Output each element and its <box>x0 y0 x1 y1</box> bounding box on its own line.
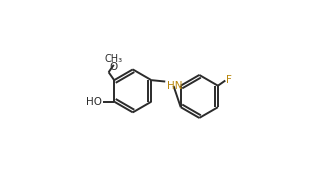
Text: F: F <box>226 75 232 85</box>
Text: HO: HO <box>87 97 102 107</box>
Text: HN: HN <box>167 81 182 91</box>
Text: O: O <box>109 62 117 71</box>
Text: CH₃: CH₃ <box>105 54 123 64</box>
